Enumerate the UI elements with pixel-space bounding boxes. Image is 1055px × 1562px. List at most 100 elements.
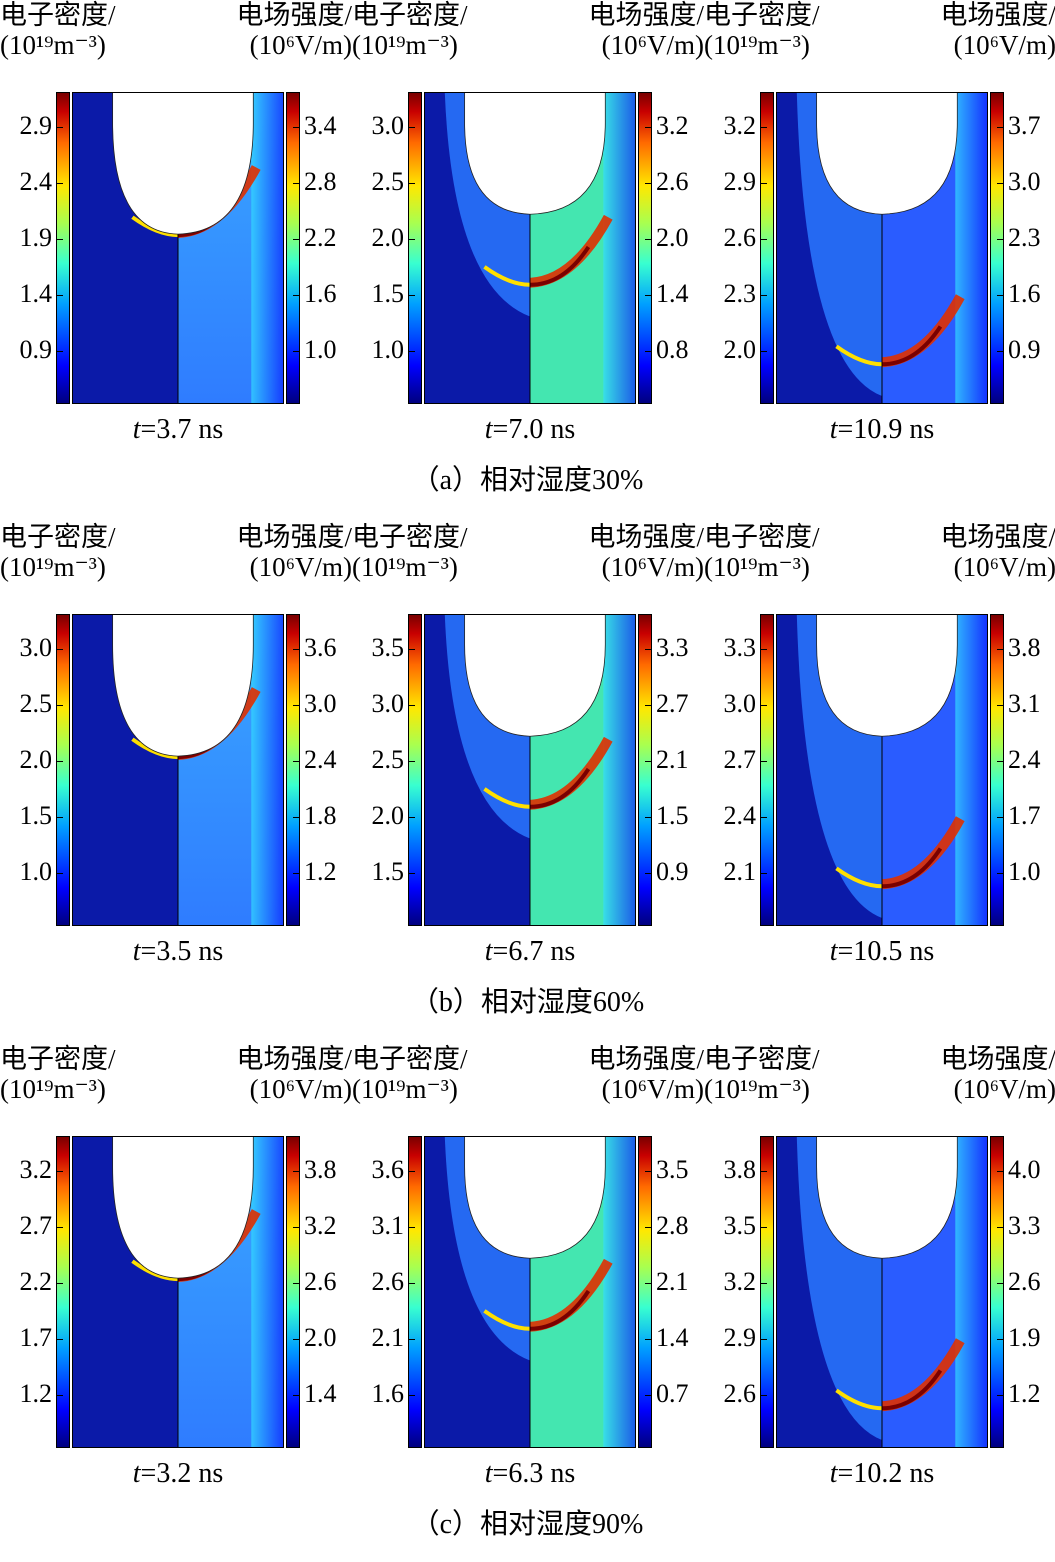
row-caption: （c）相对湿度90%: [411, 1509, 644, 1540]
electric-field-tick: 1.7: [1008, 801, 1041, 830]
tick-mark: [409, 1171, 415, 1172]
electron-density-tick: 2.3: [723, 279, 757, 308]
tick-mark: [761, 183, 767, 184]
tick-mark: [997, 295, 1003, 296]
electric-field-colorbar: [286, 1136, 300, 1448]
electron-density-title: 电子密度/: [352, 1044, 468, 1074]
tick-mark: [761, 1283, 767, 1284]
electric-field-tick-labels: 3.2 2.6 2.0 1.4 0.8: [656, 92, 704, 404]
electron-density-title: 电子密度/: [704, 0, 820, 30]
electron-density-colorbar: [408, 614, 422, 926]
electric-field-tick-labels: 3.8 3.1 2.4 1.7 1.0: [1008, 614, 1055, 926]
tick-mark: [761, 817, 767, 818]
map-svg: [777, 1137, 987, 1447]
electron-density-tick: 3.6: [371, 1155, 405, 1184]
row-caption: （a）相对湿度30%: [411, 465, 644, 496]
map-svg: [73, 1137, 283, 1447]
electron-density-tick: 2.5: [371, 745, 405, 774]
electron-density-tick: 1.4: [19, 279, 53, 308]
density-front: [835, 344, 883, 367]
electron-density-unit: (10¹⁹m⁻³): [704, 30, 810, 60]
needle-electrode: [464, 93, 606, 215]
field-density-map: [776, 614, 988, 926]
electric-field-tick: 1.0: [304, 335, 337, 364]
electric-field-unit: (10⁶V/m): [249, 1074, 352, 1104]
map-svg: [777, 93, 987, 403]
tick-mark: [409, 239, 415, 240]
tick-mark: [293, 1171, 299, 1172]
time-label: t=3.2 ns: [78, 1458, 278, 1490]
time-value: =7.0 ns: [492, 414, 576, 445]
electric-field-title: 电场强度/: [588, 1044, 704, 1074]
density-front: [835, 866, 883, 889]
tick-mark: [645, 649, 651, 650]
time-variable: t: [484, 414, 493, 445]
electric-field-tick: 3.1: [1008, 689, 1041, 718]
field-density-map: [776, 92, 988, 404]
needle-electrode: [816, 1137, 958, 1259]
electron-density-unit: (10¹⁹m⁻³): [352, 1074, 458, 1104]
electric-field-tick-labels: 3.3 2.7 2.1 1.5 0.9: [656, 614, 704, 926]
electric-field-tick: 0.9: [1008, 335, 1041, 364]
electron-density-colorbar: [408, 1136, 422, 1448]
electron-density-tick: 2.5: [371, 167, 405, 196]
electric-field-header: 电场强度/(10⁶V/m): [588, 1044, 704, 1104]
electron-density-tick: 2.6: [723, 223, 757, 252]
tick-mark: [57, 1395, 63, 1396]
electric-field-tick: 2.6: [656, 167, 689, 196]
tick-mark: [409, 1283, 415, 1284]
electron-density-tick: 3.5: [371, 633, 405, 662]
tick-mark: [409, 761, 415, 762]
time-label: t=10.9 ns: [782, 414, 982, 446]
electron-density-tick: 3.2: [723, 111, 757, 140]
time-variable: t: [132, 1458, 141, 1489]
time-value: =3.7 ns: [140, 414, 224, 445]
electron-density-colorbar: [760, 92, 774, 404]
tick-mark: [293, 127, 299, 128]
electron-density-tick: 1.6: [371, 1379, 405, 1408]
electron-density-colorbar: [56, 614, 70, 926]
map-svg: [777, 615, 987, 925]
electric-field-title: 电场强度/: [236, 0, 352, 30]
electric-field-tick: 3.8: [304, 1155, 337, 1184]
electric-field-title: 电场强度/: [236, 522, 352, 552]
simulation-panel: 电子密度/(10¹⁹m⁻³) 电场强度/(10⁶V/m) 3.5 3.0 2.5 2.0 1…: [352, 522, 704, 1002]
field-right-strip: [251, 93, 283, 403]
time-label: t=3.5 ns: [78, 936, 278, 968]
tick-mark: [409, 705, 415, 706]
electron-density-header: 电子密度/(10¹⁹m⁻³): [704, 0, 820, 60]
tick-mark: [293, 295, 299, 296]
electric-field-tick-labels: 3.7 3.0 2.3 1.6 0.9: [1008, 92, 1055, 404]
electric-field-tick: 3.5: [656, 1155, 689, 1184]
tick-mark: [997, 705, 1003, 706]
electron-density-tick: 2.7: [723, 745, 757, 774]
electron-density-tick-labels: 3.2 2.7 2.2 1.7 1.2: [0, 1136, 53, 1448]
tick-mark: [57, 295, 63, 296]
tick-mark: [997, 351, 1003, 352]
electric-field-header: 电场强度/(10⁶V/m): [940, 0, 1055, 60]
field-density-map: [72, 1136, 284, 1448]
simulation-panel: 电子密度/(10¹⁹m⁻³) 电场强度/(10⁶V/m) 3.2 2.9 2.6 2.3 2…: [704, 0, 1055, 480]
electron-density-tick: 2.4: [723, 801, 757, 830]
figure-row: 电子密度/(10¹⁹m⁻³) 电场强度/(10⁶V/m) 2.9 2.4 1.9 1.4 0…: [0, 0, 1055, 518]
tick-mark: [409, 873, 415, 874]
electron-density-tick: 2.9: [723, 1323, 757, 1352]
tick-mark: [761, 873, 767, 874]
tick-mark: [645, 1283, 651, 1284]
electric-field-colorbar: [990, 1136, 1004, 1448]
electron-density-tick: 2.6: [723, 1379, 757, 1408]
electron-density-tick: 3.0: [723, 689, 757, 718]
electron-density-title: 电子密度/: [0, 0, 116, 30]
electron-density-title: 电子密度/: [704, 522, 820, 552]
tick-mark: [57, 705, 63, 706]
electric-field-header: 电场强度/(10⁶V/m): [588, 0, 704, 60]
density-front: [131, 1259, 179, 1282]
electron-density-tick: 2.0: [371, 223, 405, 252]
electric-field-tick: 3.4: [304, 111, 337, 140]
field-right-strip: [251, 1137, 283, 1447]
tick-mark: [761, 239, 767, 240]
electric-field-tick: 1.9: [1008, 1323, 1041, 1352]
time-value: =10.2 ns: [837, 1458, 935, 1489]
needle-electrode: [816, 615, 958, 737]
tick-mark: [761, 1227, 767, 1228]
